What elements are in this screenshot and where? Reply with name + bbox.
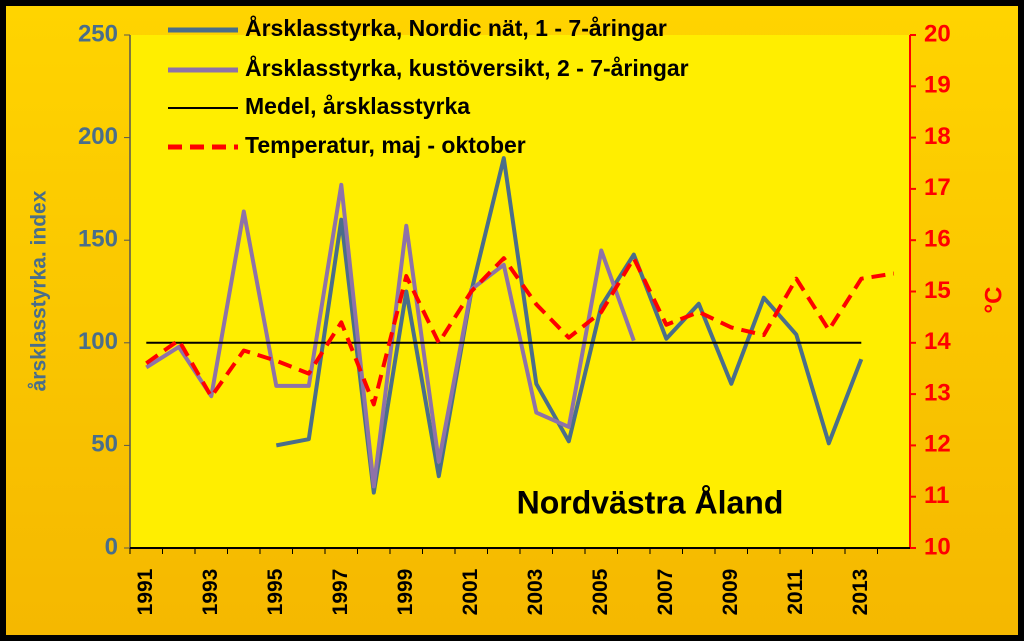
x-tick-label: 1991 bbox=[134, 568, 157, 615]
y2-tick-label: 19 bbox=[924, 72, 951, 99]
y2-tick-label: 13 bbox=[924, 379, 951, 406]
x-tick-label: 1995 bbox=[264, 568, 287, 615]
legend-label: Medel, årsklasstyrka bbox=[245, 93, 470, 119]
y2-tick-label: 11 bbox=[924, 482, 949, 509]
x-tick-label: 2001 bbox=[459, 568, 482, 615]
y-tick-label: 250 bbox=[78, 20, 118, 47]
legend-label: Temperatur, maj - oktober bbox=[245, 132, 526, 158]
y-tick-label: 0 bbox=[105, 533, 118, 560]
x-tick-label: 2003 bbox=[524, 569, 547, 616]
y2-axis-label: °C bbox=[980, 287, 1007, 314]
y2-tick-label: 18 bbox=[924, 123, 951, 150]
x-tick-label: 1997 bbox=[329, 569, 352, 616]
x-tick-label: 2011 bbox=[784, 569, 807, 615]
y2-tick-label: 15 bbox=[924, 277, 951, 304]
y2-tick-label: 16 bbox=[924, 226, 951, 253]
x-tick-label: 2013 bbox=[849, 569, 872, 616]
y-tick-label: 150 bbox=[78, 226, 118, 253]
y2-tick-label: 10 bbox=[924, 533, 951, 560]
x-tick-label: 1993 bbox=[199, 569, 222, 616]
legend-label: Årsklasstyrka, kustöversikt, 2 - 7-åring… bbox=[245, 54, 689, 81]
x-tick-label: 1999 bbox=[394, 569, 417, 616]
y2-tick-label: 12 bbox=[924, 431, 951, 458]
legend-label: Årsklasstyrka, Nordic nät, 1 - 7-åringar bbox=[245, 14, 667, 41]
series-line bbox=[275, 156, 864, 495]
annotation: Nordvästra Åland bbox=[517, 484, 784, 520]
x-tick-label: 2005 bbox=[589, 568, 612, 615]
series-line bbox=[145, 182, 636, 489]
series-line bbox=[145, 256, 895, 407]
y2-tick-label: 17 bbox=[924, 174, 951, 201]
x-tick-label: 2007 bbox=[654, 569, 677, 616]
y-axis-label: årsklasstyrka. index bbox=[28, 190, 51, 391]
y-tick-label: 100 bbox=[78, 328, 118, 355]
y2-tick-label: 20 bbox=[924, 20, 951, 47]
y-tick-label: 200 bbox=[78, 123, 118, 150]
y2-tick-label: 14 bbox=[924, 328, 951, 355]
x-tick-label: 2009 bbox=[719, 569, 742, 616]
y-tick-label: 50 bbox=[91, 431, 118, 458]
